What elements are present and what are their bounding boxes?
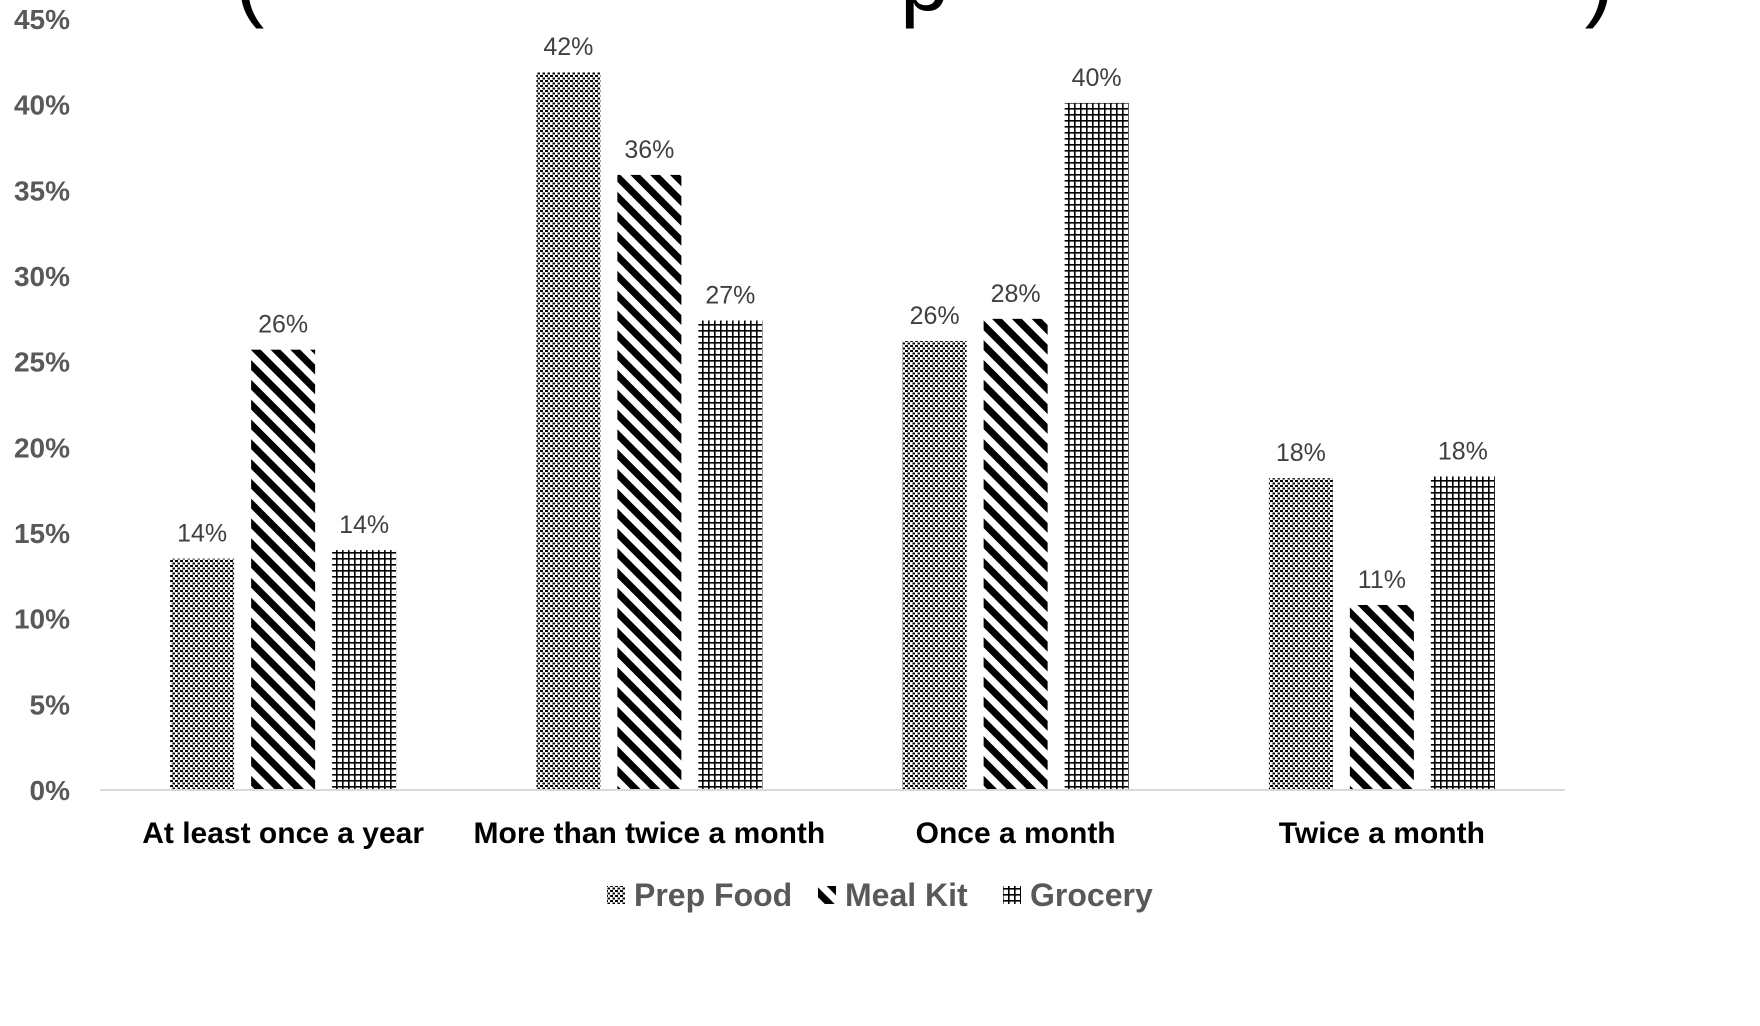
data-label: 27% — [705, 282, 755, 310]
legend-label: Prep Food — [634, 877, 792, 913]
bar-grocery — [698, 320, 763, 790]
data-label: 18% — [1276, 439, 1326, 467]
legend-swatch-meal-kit — [818, 886, 836, 904]
category-label: Twice a month — [1279, 817, 1485, 850]
y-tick-label: 30% — [14, 261, 70, 292]
y-axis: 0% 5% 10% 15% 20% 25% 30% 35% 40% 45% — [14, 4, 70, 806]
bar-prep-food — [1268, 478, 1333, 790]
data-label: 14% — [177, 520, 227, 548]
x-axis: At least once a year More than twice a mo… — [100, 789, 1565, 850]
data-label: 18% — [1438, 437, 1488, 465]
y-tick-label: 10% — [14, 604, 70, 635]
y-tick-label: 35% — [14, 175, 70, 206]
chart-title: ( p ) — [235, 0, 1614, 29]
bar-grocery — [1430, 476, 1495, 790]
category-label: Once a month — [916, 817, 1116, 850]
data-label: 42% — [543, 33, 593, 61]
bars — [170, 72, 1495, 791]
y-tick-label: 45% — [14, 4, 70, 35]
y-tick-label: 25% — [14, 347, 70, 378]
y-tick-label: 40% — [14, 90, 70, 121]
bar-prep-food — [170, 558, 235, 790]
data-label: 28% — [991, 280, 1041, 308]
bar-grocery — [332, 550, 397, 790]
data-label: 14% — [339, 511, 389, 539]
category-label: More than twice a month — [474, 817, 826, 850]
bar-grocery — [1064, 102, 1129, 791]
data-label: 11% — [1358, 566, 1406, 594]
bar-prep-food — [902, 341, 967, 790]
bar-prep-food — [536, 72, 601, 790]
legend-label: Grocery — [1030, 877, 1153, 913]
legend-swatch-grocery — [1003, 886, 1021, 904]
data-label: 40% — [1072, 64, 1122, 92]
bar-meal-kit — [617, 174, 682, 790]
y-tick-label: 15% — [14, 518, 70, 549]
data-labels: 14% 26% 14% 42% 36% 27% 26% 28% 40% 18% 11% 18% — [177, 33, 1488, 594]
bar-meal-kit — [251, 349, 316, 790]
y-tick-label: 0% — [30, 775, 71, 806]
data-label: 26% — [910, 302, 960, 330]
legend-label: Meal Kit — [845, 877, 968, 913]
bar-meal-kit — [983, 318, 1048, 790]
legend: Prep Food Meal Kit Grocery — [607, 877, 1153, 913]
category-label: At least once a year — [142, 817, 424, 850]
data-label: 36% — [624, 136, 674, 164]
legend-swatch-prep-food — [607, 886, 625, 904]
data-label: 26% — [258, 311, 308, 339]
bar-meal-kit — [1349, 604, 1414, 790]
y-tick-label: 5% — [30, 689, 71, 720]
y-tick-label: 20% — [14, 432, 70, 463]
